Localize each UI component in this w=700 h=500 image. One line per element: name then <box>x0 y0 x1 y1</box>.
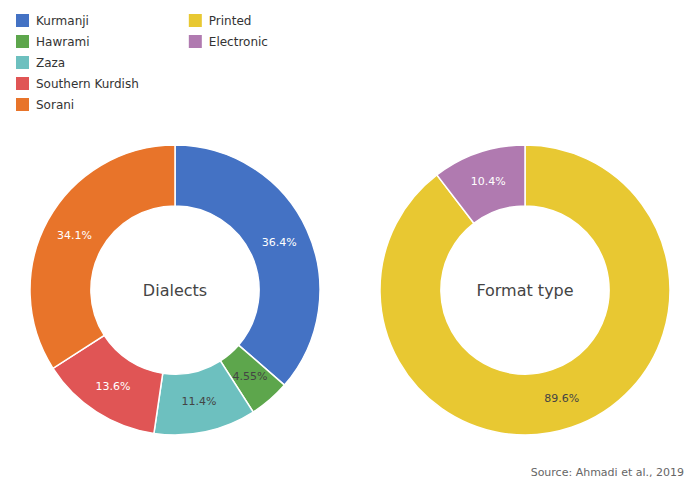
donut-slice <box>30 145 175 368</box>
legend-label: Southern Kurdish <box>36 77 139 91</box>
legend-swatch <box>189 14 202 27</box>
data-label: 34.1% <box>57 229 92 242</box>
legend-swatch <box>16 98 29 111</box>
legend-label: Sorani <box>36 98 74 112</box>
data-label: 13.6% <box>95 380 130 393</box>
legend-swatch <box>16 77 29 90</box>
donut-chart <box>30 145 320 435</box>
legend-label: Printed <box>209 14 252 28</box>
donut-slice <box>437 145 525 223</box>
data-label: 11.4% <box>182 395 217 408</box>
data-label: 89.6% <box>544 392 579 405</box>
donut-slice <box>380 145 670 435</box>
legend-swatch <box>189 35 202 48</box>
legend-label: Hawrami <box>36 35 90 49</box>
legend: Printed Electronic <box>189 14 268 49</box>
legend-swatch <box>16 56 29 69</box>
data-label: 36.4% <box>262 236 297 249</box>
center-title: Format type <box>476 281 573 300</box>
chart-svg: 36.4% 4.55% 11.4% 13.6% 34.1% Dialects Kurmanj… <box>0 0 700 500</box>
chart-container: 36.4% 4.55% 11.4% 13.6% 34.1% Dialects Kurmanj… <box>0 0 700 500</box>
data-label: 4.55% <box>232 370 267 383</box>
legend-swatch <box>16 14 29 27</box>
legend: Kurmanji Hawrami Zaza Southern Kurdish Soran… <box>16 14 139 112</box>
legend-label: Kurmanji <box>36 14 89 28</box>
donut-slice <box>175 145 320 385</box>
legend-swatch <box>16 35 29 48</box>
data-label: 10.4% <box>471 175 506 188</box>
annotation: Source: Ahmadi et al., 2019 <box>531 466 684 479</box>
legend-label: Zaza <box>36 56 65 70</box>
center-title: Dialects <box>143 281 207 300</box>
legend-label: Electronic <box>209 35 268 49</box>
donut-chart <box>380 145 670 435</box>
